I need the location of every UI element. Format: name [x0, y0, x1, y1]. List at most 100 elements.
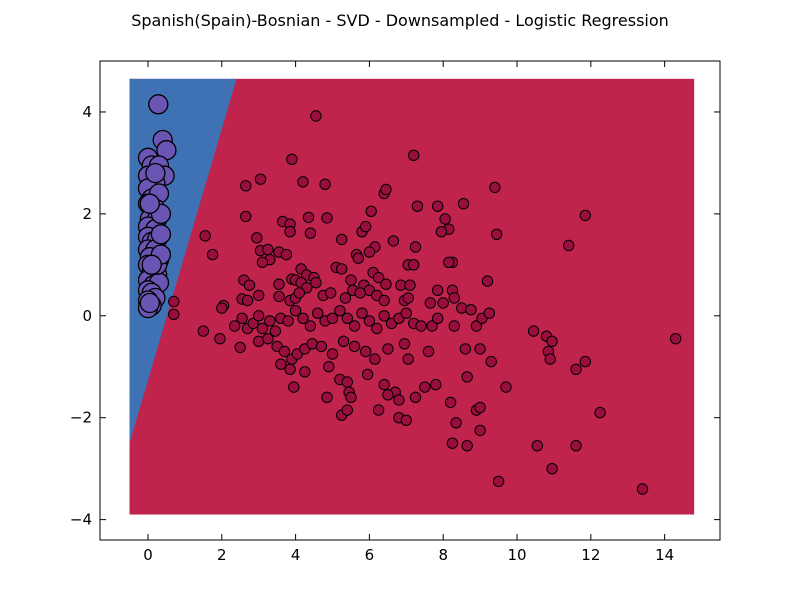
point-class-2: [352, 252, 364, 264]
x-tick-label: 6: [365, 546, 375, 564]
point-class-2: [256, 322, 269, 335]
point-class-2: [432, 312, 444, 324]
point-class-2: [197, 325, 210, 337]
point-class-2: [444, 396, 457, 409]
y-tick-label: −4: [70, 511, 92, 529]
point-class-2: [544, 353, 556, 365]
point-class-2: [341, 404, 353, 416]
x-tick-label: 2: [217, 546, 227, 564]
point-class-2: [310, 277, 322, 289]
point-class-2: [315, 340, 328, 353]
point-class-2: [253, 310, 265, 322]
point-class-2: [336, 233, 348, 246]
point-class-2: [345, 274, 357, 286]
point-class-2: [456, 302, 468, 314]
point-class-2: [408, 149, 420, 162]
point-class-2: [206, 248, 219, 261]
x-tick-label: 14: [655, 546, 674, 564]
point-class-2: [437, 297, 449, 309]
point-class-1: [148, 94, 169, 115]
point-class-2: [304, 227, 317, 239]
point-class-2: [527, 325, 540, 337]
point-class-2: [378, 310, 390, 322]
point-class-2: [216, 302, 228, 314]
point-class-2: [361, 368, 374, 381]
point-class-2: [348, 340, 361, 353]
point-class-2: [459, 343, 472, 355]
point-class-2: [465, 304, 477, 316]
point-class-2: [435, 226, 448, 238]
point-class-1: [141, 254, 162, 275]
x-tick-label: 4: [291, 546, 301, 564]
point-class-2: [254, 173, 267, 185]
point-class-2: [251, 232, 263, 244]
point-class-2: [312, 307, 324, 319]
point-class-2: [341, 376, 353, 388]
point-class-2: [439, 213, 451, 225]
point-class-2: [334, 305, 346, 317]
point-class-2: [269, 325, 281, 337]
point-class-2: [432, 200, 444, 212]
point-class-2: [411, 200, 424, 212]
point-class-2: [297, 312, 309, 324]
point-class-2: [356, 307, 368, 319]
point-class-2: [430, 378, 442, 391]
x-tick-label: 0: [143, 546, 153, 564]
point-class-2: [450, 417, 462, 429]
point-class-2: [371, 322, 383, 335]
point-class-2: [256, 256, 269, 268]
plot-frame: [99, 60, 721, 541]
point-class-2: [393, 394, 405, 406]
point-class-2: [363, 246, 376, 258]
point-class-2: [278, 345, 291, 358]
point-class-2: [326, 312, 339, 324]
point-class-2: [382, 343, 394, 355]
y-tick-label: 4: [82, 103, 92, 121]
point-class-2: [240, 210, 252, 223]
point-class-2: [409, 241, 422, 253]
point-class-2: [253, 289, 265, 302]
point-class-2: [372, 271, 385, 284]
point-class-2: [168, 308, 180, 320]
point-class-2: [304, 320, 317, 332]
point-class-2: [570, 440, 582, 452]
point-class-2: [443, 256, 455, 268]
point-class-2: [321, 391, 333, 403]
point-class-2: [199, 230, 211, 242]
x-tick-label: 8: [438, 546, 448, 564]
point-class-2: [432, 284, 444, 296]
point-class-2: [284, 226, 296, 238]
point-class-2: [264, 315, 276, 327]
point-class-2: [288, 381, 300, 393]
point-class-2: [400, 307, 412, 319]
chart-title: Spanish(Spain)-Bosnian - SVD - Downsampl…: [131, 11, 669, 30]
point-class-2: [483, 307, 495, 319]
point-class-2: [345, 391, 357, 403]
point-class-2: [563, 239, 575, 252]
point-class-2: [363, 315, 376, 327]
point-class-2: [382, 389, 394, 401]
point-class-2: [325, 287, 337, 299]
point-class-2: [422, 345, 435, 358]
y-tick-label: −2: [70, 409, 92, 427]
point-class-2: [492, 475, 505, 488]
point-class-2: [293, 287, 305, 299]
point-class-2: [415, 320, 427, 332]
point-class-2: [404, 279, 416, 291]
point-class-2: [531, 440, 543, 452]
point-class-2: [424, 297, 436, 309]
point-class-2: [380, 183, 392, 196]
point-class-2: [297, 176, 309, 188]
point-class-1: [150, 224, 172, 245]
point-class-2: [474, 401, 486, 414]
point-class-2: [474, 424, 486, 437]
point-class-1: [139, 292, 160, 314]
point-class-1: [145, 162, 166, 184]
point-class-2: [339, 292, 352, 304]
point-class-2: [365, 205, 377, 218]
point-class-2: [489, 181, 501, 194]
point-class-2: [419, 381, 431, 393]
x-tick-label: 10: [507, 546, 526, 564]
point-class-2: [341, 312, 353, 324]
